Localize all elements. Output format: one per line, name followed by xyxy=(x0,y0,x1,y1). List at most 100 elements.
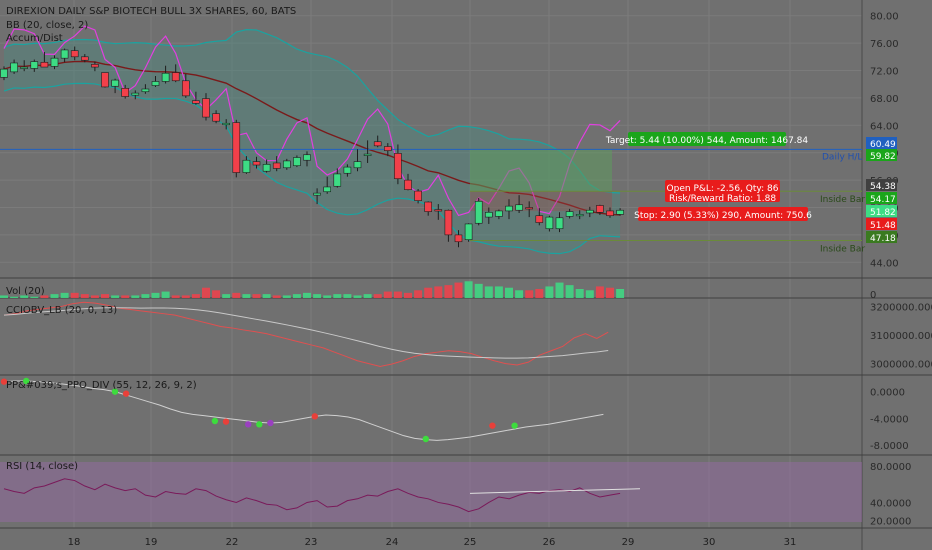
candle-body xyxy=(454,234,463,243)
bollinger-basis-line xyxy=(3,60,621,216)
volume-bar xyxy=(353,295,362,298)
price-badge-label: 60.49 xyxy=(870,140,896,150)
x-axis-label: 24 xyxy=(386,537,399,548)
x-axis-label: 29 xyxy=(622,537,635,548)
target-zone xyxy=(470,149,612,192)
ppo-divergence-marker xyxy=(267,419,274,427)
accum-dist-label[interactable]: Accum/Dist xyxy=(6,33,63,44)
volume-bar xyxy=(111,295,120,298)
candle-body xyxy=(585,209,594,214)
bollinger-upper-line xyxy=(3,29,621,194)
candle-body xyxy=(222,122,230,126)
candle-body xyxy=(40,61,49,68)
bb-indicator-label[interactable]: BB (20, close, 2) xyxy=(6,20,89,31)
candle-body xyxy=(50,57,59,67)
candle-body xyxy=(91,64,99,68)
volume-bar xyxy=(464,281,473,298)
candle-body xyxy=(121,88,129,97)
volume-bar xyxy=(171,295,180,298)
volume-bar xyxy=(535,289,544,298)
volume-bar xyxy=(595,286,604,298)
candle-body xyxy=(252,161,261,166)
price-badge xyxy=(866,231,897,243)
volume-bar xyxy=(252,294,261,298)
candle-body xyxy=(212,113,220,122)
price-badge xyxy=(866,218,897,230)
candle-body xyxy=(394,153,402,180)
vol-pane-label[interactable]: Vol (20) xyxy=(6,286,45,297)
candle-body xyxy=(60,49,69,59)
volume-bar xyxy=(606,287,614,298)
candle-body xyxy=(141,88,150,93)
candle-body xyxy=(495,210,503,217)
volume-bar xyxy=(191,294,200,298)
volume-bar xyxy=(585,290,594,298)
candle-body xyxy=(606,210,614,217)
ccibov-tick-label: 3200000.0000 xyxy=(870,303,932,314)
volume-bar xyxy=(303,292,311,298)
candle-body xyxy=(0,68,8,78)
volume-bar xyxy=(565,285,574,298)
ccibov-signal-line xyxy=(3,307,609,359)
candle-body xyxy=(404,179,412,190)
volume-bar xyxy=(292,294,301,298)
ccibov-pane-label[interactable]: CCIOBV_LB (20, 0, 13) xyxy=(6,305,118,316)
ccibov-tick-label: 3000000.0000 xyxy=(870,360,932,371)
volume-bar xyxy=(515,290,524,298)
candle-body xyxy=(434,209,443,212)
candle-body xyxy=(616,209,624,215)
x-axis-label: 30 xyxy=(703,537,716,548)
ppo-pane-label[interactable]: PP&#039;s_PPO_DIV (55, 12, 26, 9, 2) xyxy=(6,380,197,391)
volume-bar xyxy=(343,294,352,298)
volume-bar xyxy=(454,282,463,298)
volume-bar xyxy=(282,295,291,298)
candle-body xyxy=(555,217,564,230)
price-tick-label: 64.00 xyxy=(870,121,899,132)
ppo-tick-label: 0.0000 xyxy=(870,388,905,399)
price-badge-label: 47.18 xyxy=(870,234,896,244)
volume-bar xyxy=(414,290,423,298)
volume-bar xyxy=(242,294,251,298)
x-axis-label: 19 xyxy=(145,537,158,548)
candle-body xyxy=(111,79,119,87)
x-axis-label: 22 xyxy=(226,537,239,548)
price-badge xyxy=(866,149,897,161)
volume-bar xyxy=(10,296,19,298)
rsi-tick-label: 20.0000 xyxy=(870,517,911,528)
volume-bar xyxy=(202,287,210,298)
stop-annotation-text: Stop: 2.90 (5.33%) 290, Amount: 750.6 xyxy=(634,211,812,221)
volume-bar xyxy=(161,291,170,298)
ppo-tick-label: -4.0000 xyxy=(870,414,909,425)
candle-body xyxy=(272,162,281,169)
candle-body xyxy=(333,173,342,187)
candle-body xyxy=(535,215,544,223)
candle-body xyxy=(474,201,483,224)
volume-bar xyxy=(181,295,190,298)
rsi-pane-label[interactable]: RSI (14, close) xyxy=(6,461,79,472)
volume-bar xyxy=(373,294,382,298)
rsi-trend-line xyxy=(469,488,641,494)
volume-bar xyxy=(484,286,493,298)
pnl-annotation-text: Risk/Reward Ratio: 1.88 xyxy=(669,194,776,204)
candle-body xyxy=(30,61,39,69)
candle-body xyxy=(505,205,513,212)
price-badge xyxy=(866,205,897,217)
target-annotation-bg xyxy=(628,132,786,146)
target-annotation-text: Target: 5.44 (10.00%) 544, Amount: 1467.… xyxy=(605,136,808,146)
rsi-band xyxy=(0,462,862,522)
candle-body xyxy=(525,207,534,210)
candle-body xyxy=(131,92,140,96)
vol-tick-label: 0 xyxy=(870,290,876,301)
volume-bar xyxy=(40,295,49,298)
volume-bar xyxy=(393,291,402,298)
x-axis-label: 18 xyxy=(68,537,81,548)
candle-body xyxy=(464,223,473,240)
price-badge-label: 54.38 xyxy=(870,182,896,192)
candle-body xyxy=(565,211,574,217)
volume-bar xyxy=(363,294,372,298)
rsi-tick-label: 80.0000 xyxy=(870,462,911,473)
inside-bar-label: Inside Bar xyxy=(820,245,865,255)
